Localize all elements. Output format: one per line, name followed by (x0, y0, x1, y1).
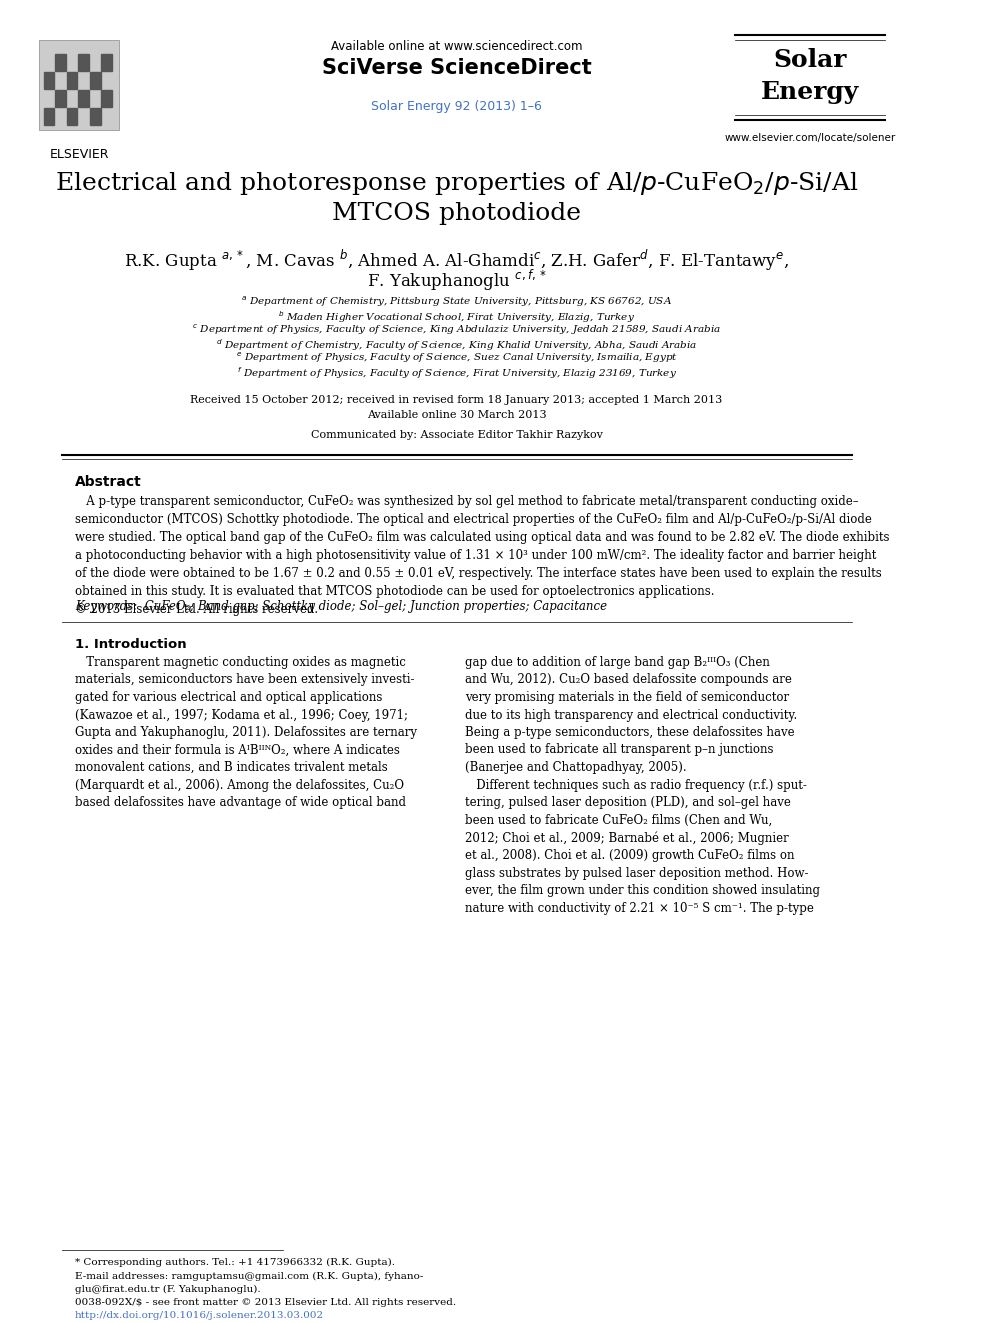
Text: Communicated by: Associate Editor Takhir Razykov: Communicated by: Associate Editor Takhir… (310, 430, 602, 441)
Text: Received 15 October 2012; received in revised form 18 January 2013; accepted 1 M: Received 15 October 2012; received in re… (190, 396, 723, 405)
Text: $^b$ Maden Higher Vocational School, Firat University, Elazig, Turkey: $^b$ Maden Higher Vocational School, Fir… (278, 310, 635, 325)
Text: Energy: Energy (761, 79, 859, 105)
Text: $^d$ Department of Chemistry, Faculty of Science, King Khalid University, Abha, : $^d$ Department of Chemistry, Faculty of… (216, 337, 697, 353)
Text: $^c$ Department of Physics, Faculty of Science, King Abdulaziz University, Jedda: $^c$ Department of Physics, Faculty of S… (192, 323, 721, 337)
Text: $^e$ Department of Physics, Faculty of Science, Suez Canal University, Ismailia,: $^e$ Department of Physics, Faculty of S… (236, 351, 678, 365)
Bar (90, 71, 100, 89)
Bar (90, 108, 100, 124)
Bar (101, 90, 112, 107)
Bar (78, 90, 89, 107)
Text: MTCOS photodiode: MTCOS photodiode (332, 202, 581, 225)
Bar (78, 54, 89, 71)
Text: Electrical and photoresponse properties of Al/$p$-CuFeO$_2$/$p$-Si/Al: Electrical and photoresponse properties … (55, 169, 858, 197)
Text: $^a$ Department of Chemistry, Pittsburg State University, Pittsburg, KS 66762, U: $^a$ Department of Chemistry, Pittsburg … (241, 295, 673, 310)
Bar (56, 54, 66, 71)
Text: http://dx.doi.org/10.1016/j.solener.2013.03.002: http://dx.doi.org/10.1016/j.solener.2013… (74, 1311, 324, 1320)
Text: glu@firat.edu.tr (F. Yakuphanoglu).: glu@firat.edu.tr (F. Yakuphanoglu). (74, 1285, 261, 1294)
Text: Solar: Solar (774, 48, 847, 71)
Text: gap due to addition of large band gap B₂ᴵᴵᴵO₃ (Chen
and Wu, 2012). Cu₂O based de: gap due to addition of large band gap B₂… (464, 656, 819, 914)
Text: 0038-092X/$ - see front matter © 2013 Elsevier Ltd. All rights reserved.: 0038-092X/$ - see front matter © 2013 El… (74, 1298, 456, 1307)
Text: www.elsevier.com/locate/solener: www.elsevier.com/locate/solener (724, 134, 896, 143)
FancyBboxPatch shape (40, 40, 119, 130)
Bar (44, 71, 55, 89)
Text: Keywords:  CuFeO₂; Band gap; Schottky diode; Sol–gel; Junction properties; Capac: Keywords: CuFeO₂; Band gap; Schottky dio… (74, 601, 607, 613)
Bar (44, 108, 55, 124)
Text: * Corresponding authors. Tel.: +1 4173966332 (R.K. Gupta).: * Corresponding authors. Tel.: +1 417396… (74, 1258, 395, 1267)
Text: ELSEVIER: ELSEVIER (50, 148, 109, 161)
Text: Available online at www.sciencedirect.com: Available online at www.sciencedirect.co… (331, 40, 582, 53)
Text: F. Yakuphanoglu $^{c,f,*}$: F. Yakuphanoglu $^{c,f,*}$ (367, 269, 547, 294)
Text: Abstract: Abstract (74, 475, 142, 490)
Text: $^f$ Department of Physics, Faculty of Science, Firat University, Elazig 23169, : $^f$ Department of Physics, Faculty of S… (236, 365, 677, 381)
Text: SciVerse ScienceDirect: SciVerse ScienceDirect (321, 58, 591, 78)
Bar (66, 71, 77, 89)
Text: A p-type transparent semiconductor, CuFeO₂ was synthesized by sol gel method to : A p-type transparent semiconductor, CuFe… (74, 495, 890, 617)
Text: E-mail addresses: ramguptamsu@gmail.com (R.K. Gupta), fyhano-: E-mail addresses: ramguptamsu@gmail.com … (74, 1271, 424, 1281)
Bar (101, 54, 112, 71)
Bar (66, 108, 77, 124)
Bar (56, 90, 66, 107)
Text: Solar Energy 92 (2013) 1–6: Solar Energy 92 (2013) 1–6 (371, 101, 542, 112)
Text: Transparent magnetic conducting oxides as magnetic
materials, semiconductors hav: Transparent magnetic conducting oxides a… (74, 656, 417, 808)
Text: 1. Introduction: 1. Introduction (74, 638, 186, 651)
Text: R.K. Gupta $^{a,*}$, M. Cavas $^b$, Ahmed A. Al-Ghamdi$^c$, Z.H. Gafer$^d$, F. E: R.K. Gupta $^{a,*}$, M. Cavas $^b$, Ahme… (124, 247, 789, 274)
Text: Available online 30 March 2013: Available online 30 March 2013 (367, 410, 547, 419)
